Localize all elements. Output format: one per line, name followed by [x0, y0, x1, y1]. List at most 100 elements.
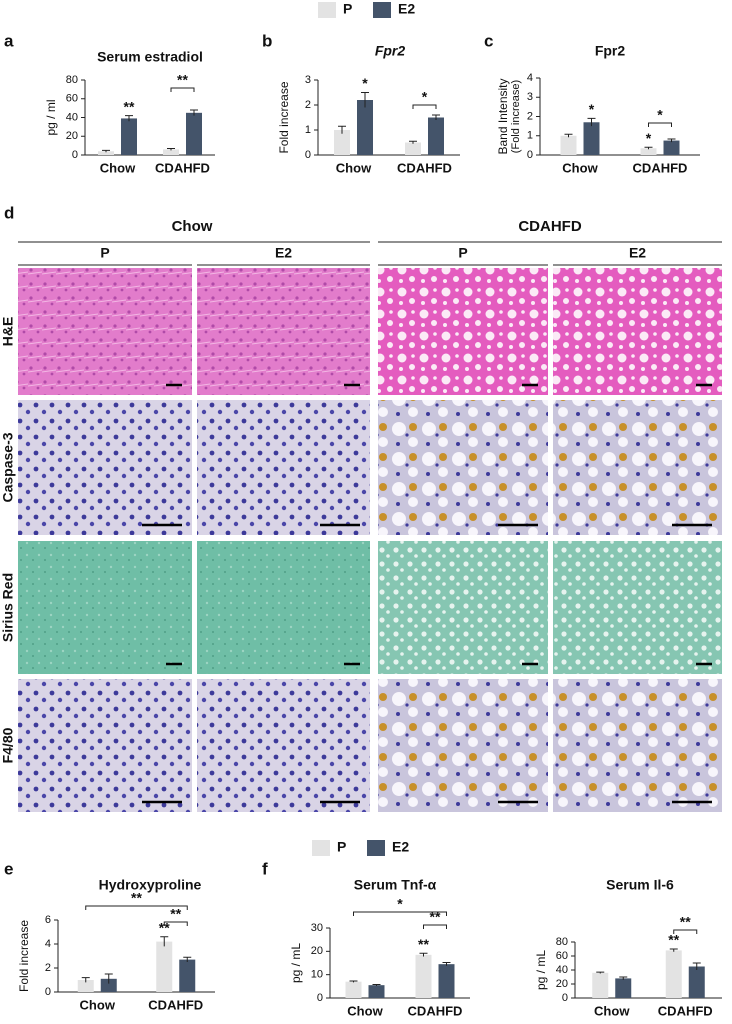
error-bar-line [183, 956, 192, 962]
bar [415, 954, 432, 998]
error-bar-line [104, 973, 113, 984]
bar [592, 972, 609, 998]
error-bar-line [81, 977, 90, 983]
panel-letter: f [262, 859, 268, 878]
error-bar-line [596, 971, 605, 974]
x-tick-label: CDAHFD [155, 160, 210, 175]
y-tick-label: 1 [305, 124, 311, 136]
group-label: Chow [172, 218, 213, 235]
significance-bracket [673, 929, 698, 934]
significance-bracket [412, 104, 437, 109]
micrograph [378, 400, 548, 535]
significance-mark: ** [159, 920, 170, 936]
bar [640, 148, 657, 155]
legend-swatch [373, 2, 391, 18]
y-axis-label: pg / ml [44, 99, 58, 135]
error-bar [442, 962, 451, 966]
y-axis-label: pg / mL [534, 950, 548, 990]
significance-bracket [170, 87, 195, 92]
legend-swatch [367, 840, 385, 856]
error-bar [338, 125, 346, 134]
y-axis-label: Fold increase [277, 81, 291, 153]
micrograph [197, 679, 370, 812]
y-tick-label: 60 [556, 950, 568, 962]
error-bar [619, 976, 628, 980]
bar [405, 142, 421, 155]
y-tick-label: 0 [305, 149, 311, 161]
error-bar-line [442, 962, 451, 966]
error-bar [125, 115, 133, 122]
row-label: Caspase-3 [0, 432, 16, 502]
y-tick-label: 20 [66, 130, 78, 142]
error-bar [102, 149, 110, 153]
error-bar [160, 936, 169, 947]
significance-bracket [163, 921, 188, 926]
bar [163, 149, 179, 155]
y-tick-label: 1 [527, 130, 533, 142]
bar [77, 980, 94, 992]
error-bar [190, 109, 198, 116]
panel-letter: a [4, 31, 14, 50]
micrograph [18, 268, 192, 395]
x-tick-label: Chow [562, 160, 598, 175]
error-bar-line [419, 952, 428, 957]
y-tick-label: 20 [556, 978, 568, 990]
error-bar [372, 983, 381, 986]
error-bar-line [667, 138, 676, 143]
x-tick-label: CDAHFD [397, 160, 452, 175]
legend-label: E2 [398, 1, 415, 17]
bar [583, 122, 600, 155]
x-tick-label: CDAHFD [633, 160, 688, 175]
chart-title: Fpr2 [595, 43, 626, 59]
micrograph [197, 541, 370, 674]
error-bar [409, 140, 417, 144]
group-label: CDAHFD [518, 218, 581, 235]
x-tick-label: Chow [80, 997, 116, 1012]
error-bar-line [361, 92, 369, 108]
row-label: F4/80 [0, 727, 16, 763]
significance-mark: ** [177, 72, 188, 88]
error-bar [167, 147, 175, 151]
y-tick-label: 20 [311, 945, 323, 957]
error-bar [361, 92, 369, 108]
y-tick-label: 40 [556, 964, 568, 976]
bar [665, 950, 682, 998]
panel-letter: b [262, 31, 272, 50]
error-bar-line [338, 125, 346, 134]
x-tick-label: CDAHFD [148, 997, 203, 1012]
y-tick-label: 3 [305, 74, 311, 86]
chart-title: Hydroxyproline [99, 877, 202, 893]
panel-letter: c [484, 31, 493, 50]
y-tick-label: 0 [45, 986, 51, 998]
column-label: E2 [629, 245, 646, 261]
micrograph [18, 400, 192, 535]
y-tick-label: 60 [66, 93, 78, 105]
error-bar-line [190, 109, 198, 116]
significance-mark: * [362, 75, 368, 91]
significance-mark: * [646, 130, 652, 146]
x-tick-label: Chow [100, 160, 136, 175]
micrograph [378, 679, 548, 812]
error-bar-line [125, 115, 133, 122]
micrograph [378, 268, 548, 395]
error-bar-line [167, 147, 175, 151]
error-bar [692, 962, 701, 970]
bar [179, 959, 196, 992]
micrograph [378, 541, 548, 674]
error-bar [432, 114, 440, 120]
bar [688, 966, 705, 998]
error-bar-line [409, 140, 417, 144]
significance-mark: * [397, 896, 403, 912]
significance-bracket [423, 924, 447, 929]
y-tick-label: 3 [527, 91, 533, 103]
significance-bracket [353, 911, 447, 916]
y-tick-label: 0 [72, 149, 78, 161]
legend-swatch [318, 2, 336, 18]
y-tick-label: 2 [527, 110, 533, 122]
bar [186, 112, 202, 155]
y-tick-label: 4 [45, 938, 51, 950]
error-bar [419, 952, 428, 957]
panel-letter: d [4, 203, 14, 222]
significance-mark: * [422, 89, 428, 105]
